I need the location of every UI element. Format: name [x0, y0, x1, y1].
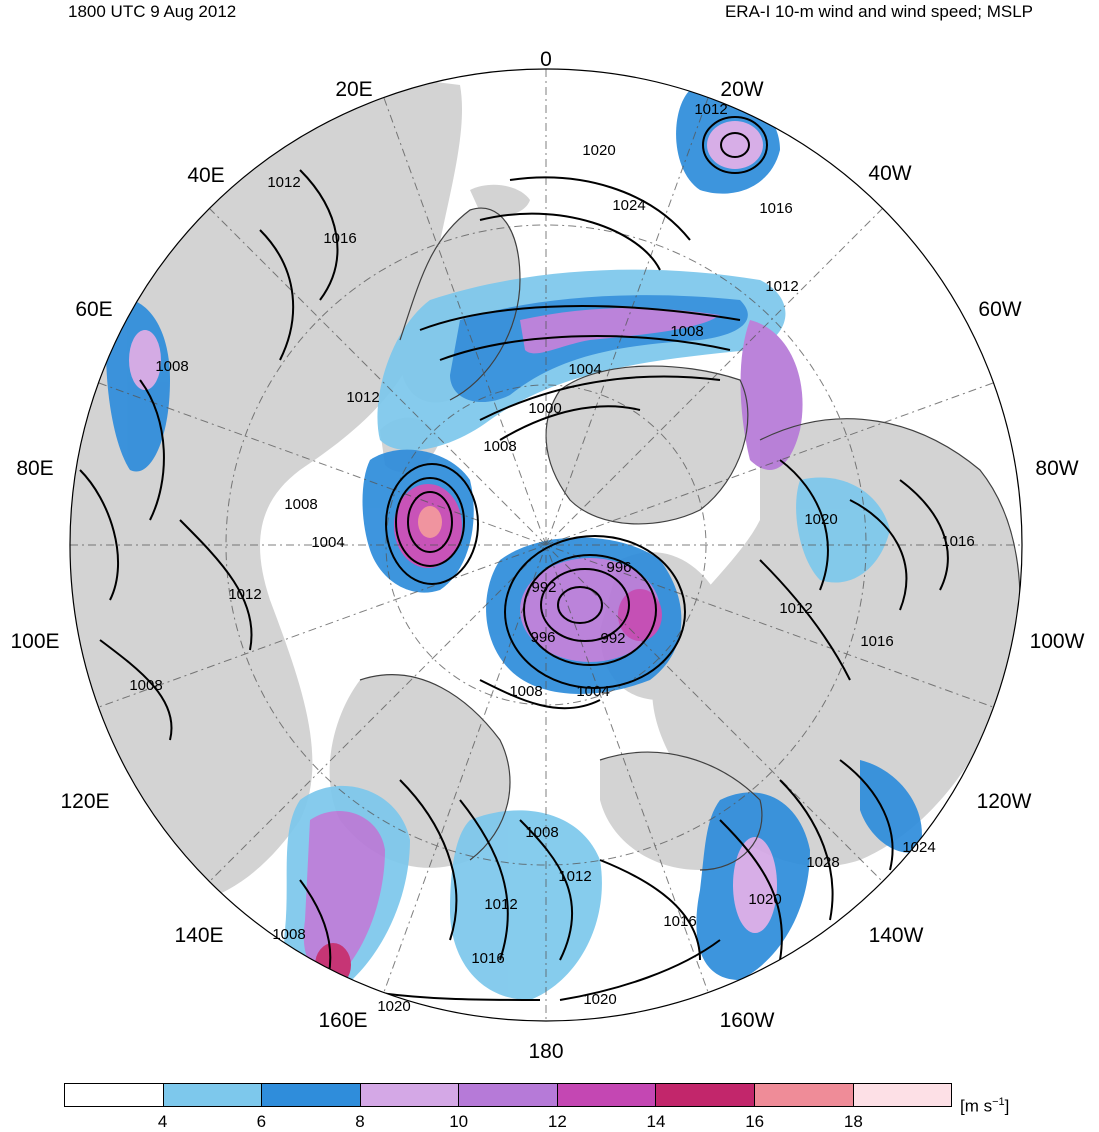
- lon-label-120e: 120E: [60, 790, 109, 813]
- colorbar-tick-label: 4: [157, 1112, 168, 1131]
- isobar-label: 1020: [748, 891, 781, 908]
- field-description-title: ERA-I 10-m wind and wind speed; MSLP: [724, 2, 1033, 21]
- isobar-label: 1020: [583, 991, 616, 1008]
- lon-label-20w: 20W: [720, 78, 763, 101]
- isobar-label: 1012: [694, 101, 727, 118]
- wind-max-kara-sea: [418, 506, 442, 538]
- map-border: [69, 68, 1023, 1022]
- lon-label-60e: 60E: [75, 298, 112, 321]
- isobar-label: 1012: [779, 600, 812, 617]
- wind-band-atlantic-max: [520, 308, 720, 354]
- colorbar-units: [m s−1]: [960, 1096, 1009, 1117]
- colorbar-box: [754, 1084, 854, 1106]
- wind-core-central-arctic: [520, 558, 660, 662]
- isobar-label: 1012: [765, 278, 798, 295]
- lon-label-0: 0: [540, 48, 552, 71]
- units-exponent: −1: [992, 1096, 1005, 1108]
- isobar-label: 1024: [902, 839, 935, 856]
- isobar-label: 1016: [323, 230, 356, 247]
- lon-label-140e: 140E: [174, 924, 223, 947]
- lon-label-180: 180: [528, 1040, 563, 1063]
- wind-band-hudson: [796, 477, 890, 583]
- lon-label-40e: 40E: [187, 164, 224, 187]
- wind-core-west-siberia: [129, 330, 161, 390]
- isobar-label: 1008: [284, 496, 317, 513]
- colorbar-box: [853, 1084, 952, 1106]
- wind-core-greenland-low: [707, 121, 763, 169]
- isobar-label: 1004: [311, 534, 344, 551]
- colorbar-box: [360, 1084, 460, 1106]
- isobar-label: 1012: [558, 868, 591, 885]
- wind-band-bering-core: [303, 811, 385, 976]
- wind-band-labrador: [740, 320, 803, 470]
- wind-speed-shading: [106, 89, 922, 1000]
- isobar-label: 1004: [576, 683, 609, 700]
- isobar-label: 1008: [129, 677, 162, 694]
- wind-speed-colorbar: [64, 1083, 952, 1107]
- isobar-label: 996: [530, 629, 555, 646]
- colorbar-box: [163, 1084, 263, 1106]
- isobar-label: 1012: [346, 389, 379, 406]
- colorbar-tick-label: 12: [547, 1112, 567, 1131]
- colorbar-box: [262, 1084, 361, 1106]
- isobar-label: 992: [600, 630, 625, 647]
- colorbar-tick-label: 10: [449, 1112, 469, 1131]
- isobar-label: 1016: [471, 950, 504, 967]
- isobar-label: 1008: [272, 926, 305, 943]
- isobar-label: 1008: [483, 438, 516, 455]
- isobar-label: 1008: [155, 358, 188, 375]
- lon-label-40w: 40W: [868, 162, 911, 185]
- lon-label-140w: 140W: [869, 924, 924, 947]
- colorbar-tick-label: 16: [745, 1112, 765, 1131]
- land-eurasia: [70, 80, 463, 906]
- colorbar-box: [557, 1084, 657, 1106]
- polar-map: 0 20W 40W 60W 80W 100W 120W 140W 160W 18…: [10, 48, 1084, 1063]
- colorbar-box: [65, 1084, 164, 1106]
- wind-band-eastern-pacific: [860, 760, 922, 853]
- longitude-labels: 0 20W 40W 60W 80W 100W 120W 140W 160W 18…: [10, 48, 1084, 1063]
- isobar-label: 1000: [528, 400, 561, 417]
- lon-label-160w: 160W: [720, 1009, 775, 1032]
- isobar-label: 1024: [612, 197, 645, 214]
- lon-label-160e: 160E: [318, 1009, 367, 1032]
- units-close: ]: [1004, 1096, 1010, 1116]
- units-text: [m s: [960, 1096, 993, 1116]
- isobar-label: 1028: [806, 854, 839, 871]
- isobar-label: 1012: [228, 586, 261, 603]
- isobar-label: 1016: [941, 533, 974, 550]
- isobar-label: 992: [531, 579, 556, 596]
- lon-label-80e: 80E: [16, 457, 53, 480]
- lon-label-80w: 80W: [1035, 457, 1078, 480]
- isobar-label: 1016: [759, 200, 792, 217]
- colorbar-tick-label: 6: [256, 1112, 267, 1131]
- wind-max-bering: [315, 943, 351, 987]
- lon-label-20e: 20E: [335, 78, 372, 101]
- lon-label-60w: 60W: [978, 298, 1021, 321]
- land-north-america: [652, 418, 1020, 867]
- lon-label-100e: 100E: [10, 630, 59, 653]
- isobar-label: 1016: [860, 633, 893, 650]
- graticule: [70, 69, 1022, 1021]
- colorbar-box: [459, 1084, 558, 1106]
- lon-label-120w: 120W: [977, 790, 1032, 813]
- lon-label-100w: 100W: [1030, 630, 1085, 653]
- isobar-label: 1020: [377, 998, 410, 1015]
- colorbar-tick-label: 18: [843, 1112, 863, 1131]
- isobar-label: 1004: [568, 361, 601, 378]
- isobar-label: 1012: [267, 174, 300, 191]
- colorbar-tick-label: 8: [355, 1112, 365, 1131]
- colorbar-tick-label: 14: [646, 1112, 666, 1131]
- isobar-label: 1016: [663, 913, 696, 930]
- isobar-label: 996: [606, 559, 631, 576]
- valid-time-title: 1800 UTC 9 Aug 2012: [68, 2, 237, 21]
- colorbar-box: [656, 1084, 755, 1106]
- isobar-label: 1020: [804, 511, 837, 528]
- isobar-label: 1020: [582, 142, 615, 159]
- isobar-label: 1008: [670, 323, 703, 340]
- isobar-label: 1008: [509, 683, 542, 700]
- isobar-labels: 1012 1020 1024 1016 1012 1016 1012 1008 …: [129, 101, 974, 1015]
- isobar-label: 1012: [484, 896, 517, 913]
- isobar-label: 1008: [525, 824, 558, 841]
- wind-core-gulf-alaska: [733, 837, 777, 933]
